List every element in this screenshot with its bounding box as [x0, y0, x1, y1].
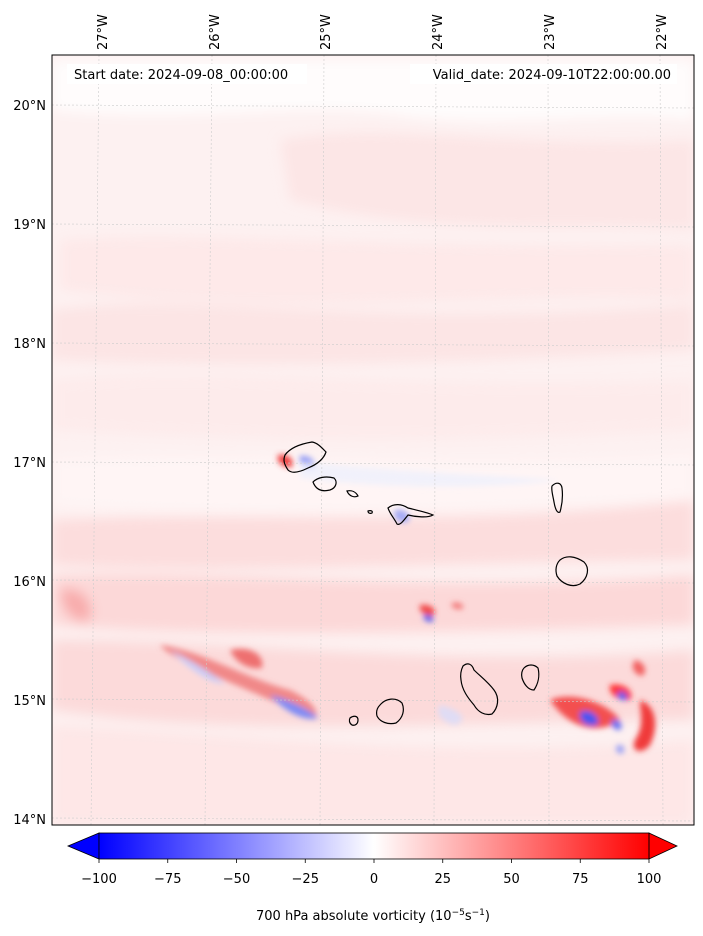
colorbar-tick-label: −50 — [223, 872, 250, 887]
lat-label-16n: 16°N — [13, 575, 46, 590]
colorbar-tick-label: 0 — [370, 872, 378, 887]
colorbar-tick-label: 25 — [434, 872, 451, 887]
lon-label-26w: 26°W — [208, 14, 223, 50]
start-date-box — [67, 64, 307, 84]
lon-label-23w: 23°W — [543, 14, 558, 50]
colorbar-gradient — [99, 833, 649, 859]
island-fogo — [376, 698, 404, 725]
colorbar-extend-min — [66, 832, 100, 860]
colorbar-extend-max — [648, 832, 678, 860]
island-sao-vicente — [312, 476, 337, 492]
lon-label-24w: 24°W — [431, 14, 446, 50]
gridlines — [52, 55, 694, 825]
colorbar-tick-label: 50 — [503, 872, 520, 887]
colorbar-tick-label: −100 — [81, 872, 117, 887]
lon-label-22w: 22°W — [655, 14, 670, 50]
colorbar-ticks: −100 −75 −50 −25 0 25 50 75 100 — [81, 859, 661, 887]
island-santiago — [460, 663, 499, 716]
latitude-labels: 20°N 19°N 18°N 17°N 16°N 15°N 14°N — [13, 99, 46, 828]
coastlines — [283, 441, 589, 726]
lon-label-27w: 27°W — [96, 14, 111, 50]
lat-label-19n: 19°N — [13, 218, 46, 233]
island-santo-antao — [283, 441, 327, 473]
vorticity-features — [160, 454, 656, 754]
lon-label-25w: 25°W — [319, 14, 334, 50]
vorticity-field-bands — [52, 60, 694, 825]
island-boa-vista — [555, 556, 589, 587]
colorbar-tick-label: −25 — [292, 872, 319, 887]
lat-label-15n: 15°N — [13, 694, 46, 709]
island-maio — [521, 664, 540, 691]
colorbar-tick-label: 75 — [572, 872, 589, 887]
colorbar-label: 700 hPa absolute vorticity (10−5s−1) — [256, 908, 490, 924]
plot-area — [52, 55, 694, 825]
island-islet — [367, 510, 373, 514]
lat-label-20n: 20°N — [13, 99, 46, 114]
colorbar-tick-label: 100 — [637, 872, 662, 887]
island-brava — [348, 715, 359, 726]
lat-label-14n: 14°N — [13, 813, 46, 828]
lat-label-17n: 17°N — [13, 456, 46, 471]
start-date-label: Start date: 2024-09-08_00:00:00 — [74, 68, 288, 83]
lat-label-18n: 18°N — [13, 337, 46, 352]
island-sao-nicolau — [387, 504, 435, 525]
colorbar-tick-label: −75 — [154, 872, 181, 887]
valid-date-label: Valid_date: 2024-09-10T22:00:00.00 — [433, 68, 671, 83]
longitude-labels: 27°W 26°W 25°W 24°W 23°W 22°W — [96, 14, 670, 50]
plot-frame — [51, 54, 695, 826]
valid-date-box — [410, 64, 677, 84]
island-santa-luzia — [346, 490, 359, 498]
island-sal — [551, 482, 563, 513]
colorbar: −100 −75 −50 −25 0 25 50 75 100 700 hPa absolute… — [66, 832, 678, 924]
